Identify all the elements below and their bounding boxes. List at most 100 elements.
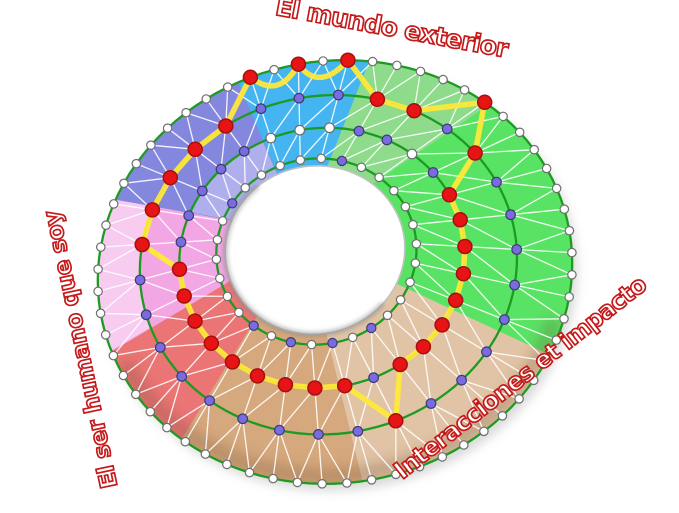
inner-dot: [374, 172, 384, 183]
mesh-line: [100, 279, 141, 314]
rim-dot: [119, 178, 129, 189]
score-node[interactable]: [162, 169, 179, 186]
rim-dot: [222, 82, 233, 92]
mesh-line: [446, 89, 466, 130]
mesh-line: [220, 168, 233, 204]
mesh-line: [105, 314, 147, 336]
score-node[interactable]: [369, 91, 386, 108]
secondary-node[interactable]: [505, 209, 517, 221]
secondary-node[interactable]: [226, 198, 238, 209]
sector-pink-outer-band: [97, 195, 156, 351]
score-node[interactable]: [203, 335, 220, 352]
rim-dot: [292, 477, 303, 488]
secondary-node[interactable]: [313, 429, 324, 440]
score-node[interactable]: [406, 102, 422, 119]
rim-dot: [564, 225, 575, 236]
mesh-line: [430, 403, 443, 458]
inner-dot: [400, 201, 411, 212]
score-node[interactable]: [249, 368, 266, 384]
score-node[interactable]: [187, 141, 203, 158]
sector-tan-dark[interactable]: [176, 314, 363, 484]
secondary-node[interactable]: [293, 92, 305, 104]
score-node[interactable]: [242, 69, 259, 86]
score-node[interactable]: [134, 236, 150, 253]
mesh-line: [346, 431, 359, 484]
mesh-line: [514, 274, 573, 286]
score-node[interactable]: [467, 145, 483, 161]
score-node[interactable]: [171, 261, 188, 278]
secondary-node[interactable]: [274, 424, 285, 436]
score-node[interactable]: [277, 376, 294, 393]
secondary-node[interactable]: [154, 342, 166, 353]
score-node[interactable]: [144, 202, 161, 218]
score-node[interactable]: [336, 377, 353, 394]
secondary-node[interactable]: [134, 274, 146, 286]
score-node[interactable]: [415, 338, 432, 355]
secondary-node[interactable]: [353, 125, 365, 137]
score-node[interactable]: [388, 413, 404, 429]
secondary-node[interactable]: [427, 167, 439, 178]
score-node[interactable]: [441, 187, 458, 203]
secondary-node[interactable]: [425, 398, 437, 409]
score-node[interactable]: [434, 317, 450, 333]
mesh-line: [201, 190, 224, 222]
rim-dot: [366, 474, 377, 485]
inner-dot: [222, 291, 233, 302]
secondary-node[interactable]: [238, 145, 250, 157]
score-node[interactable]: [392, 356, 408, 373]
score-node[interactable]: [455, 265, 472, 282]
score-node[interactable]: [340, 52, 356, 68]
sector-tan-light[interactable]: [323, 283, 550, 483]
mesh-line: [341, 130, 360, 162]
rim-dot: [479, 426, 489, 437]
mesh-line: [135, 347, 161, 395]
secondary-node[interactable]: [175, 236, 187, 248]
secondary-node[interactable]: [366, 322, 377, 334]
secondary-node[interactable]: [368, 372, 380, 384]
secondary-node[interactable]: [481, 346, 492, 358]
secondary-node[interactable]: [499, 314, 510, 326]
secondary-node[interactable]: [204, 395, 216, 407]
mesh-line: [204, 418, 244, 455]
mesh-line: [504, 318, 557, 341]
secondary-node[interactable]: [333, 89, 344, 101]
score-node[interactable]: [218, 118, 234, 134]
secondary-node[interactable]: [215, 163, 227, 175]
inner-dot: [211, 254, 222, 265]
secondary-node[interactable]: [352, 425, 364, 437]
score-node[interactable]: [457, 238, 473, 255]
rim-dot: [551, 183, 562, 194]
secondary-node[interactable]: [456, 374, 468, 386]
score-node[interactable]: [187, 313, 203, 329]
secondary-node[interactable]: [176, 371, 188, 382]
secondary-node[interactable]: [140, 309, 152, 321]
mesh-line: [357, 430, 397, 475]
secondary-node[interactable]: [441, 123, 453, 135]
secondary-node[interactable]: [511, 244, 523, 255]
mesh-line: [474, 131, 520, 154]
mesh-line: [272, 430, 281, 479]
secondary-node[interactable]: [285, 337, 297, 348]
secondary-node[interactable]: [336, 155, 348, 167]
score-node[interactable]: [290, 56, 307, 72]
secondary-node[interactable]: [183, 210, 195, 222]
secondary-node[interactable]: [327, 337, 338, 349]
secondary-node[interactable]: [196, 185, 208, 197]
secondary-node[interactable]: [491, 176, 502, 188]
secondary-node[interactable]: [381, 134, 393, 146]
score-node[interactable]: [476, 94, 493, 111]
mesh-line: [449, 181, 497, 196]
rim-dot: [317, 478, 327, 489]
score-node[interactable]: [452, 212, 468, 228]
mesh-line: [160, 342, 212, 349]
secondary-node[interactable]: [248, 320, 259, 331]
score-node[interactable]: [224, 354, 241, 370]
secondary-node[interactable]: [255, 103, 267, 115]
score-node[interactable]: [307, 380, 323, 396]
score-node[interactable]: [176, 288, 192, 304]
score-node[interactable]: [447, 292, 464, 309]
secondary-node[interactable]: [237, 413, 249, 425]
secondary-node[interactable]: [509, 279, 520, 291]
rim-dot: [146, 140, 156, 150]
inner-dot: [405, 277, 415, 287]
